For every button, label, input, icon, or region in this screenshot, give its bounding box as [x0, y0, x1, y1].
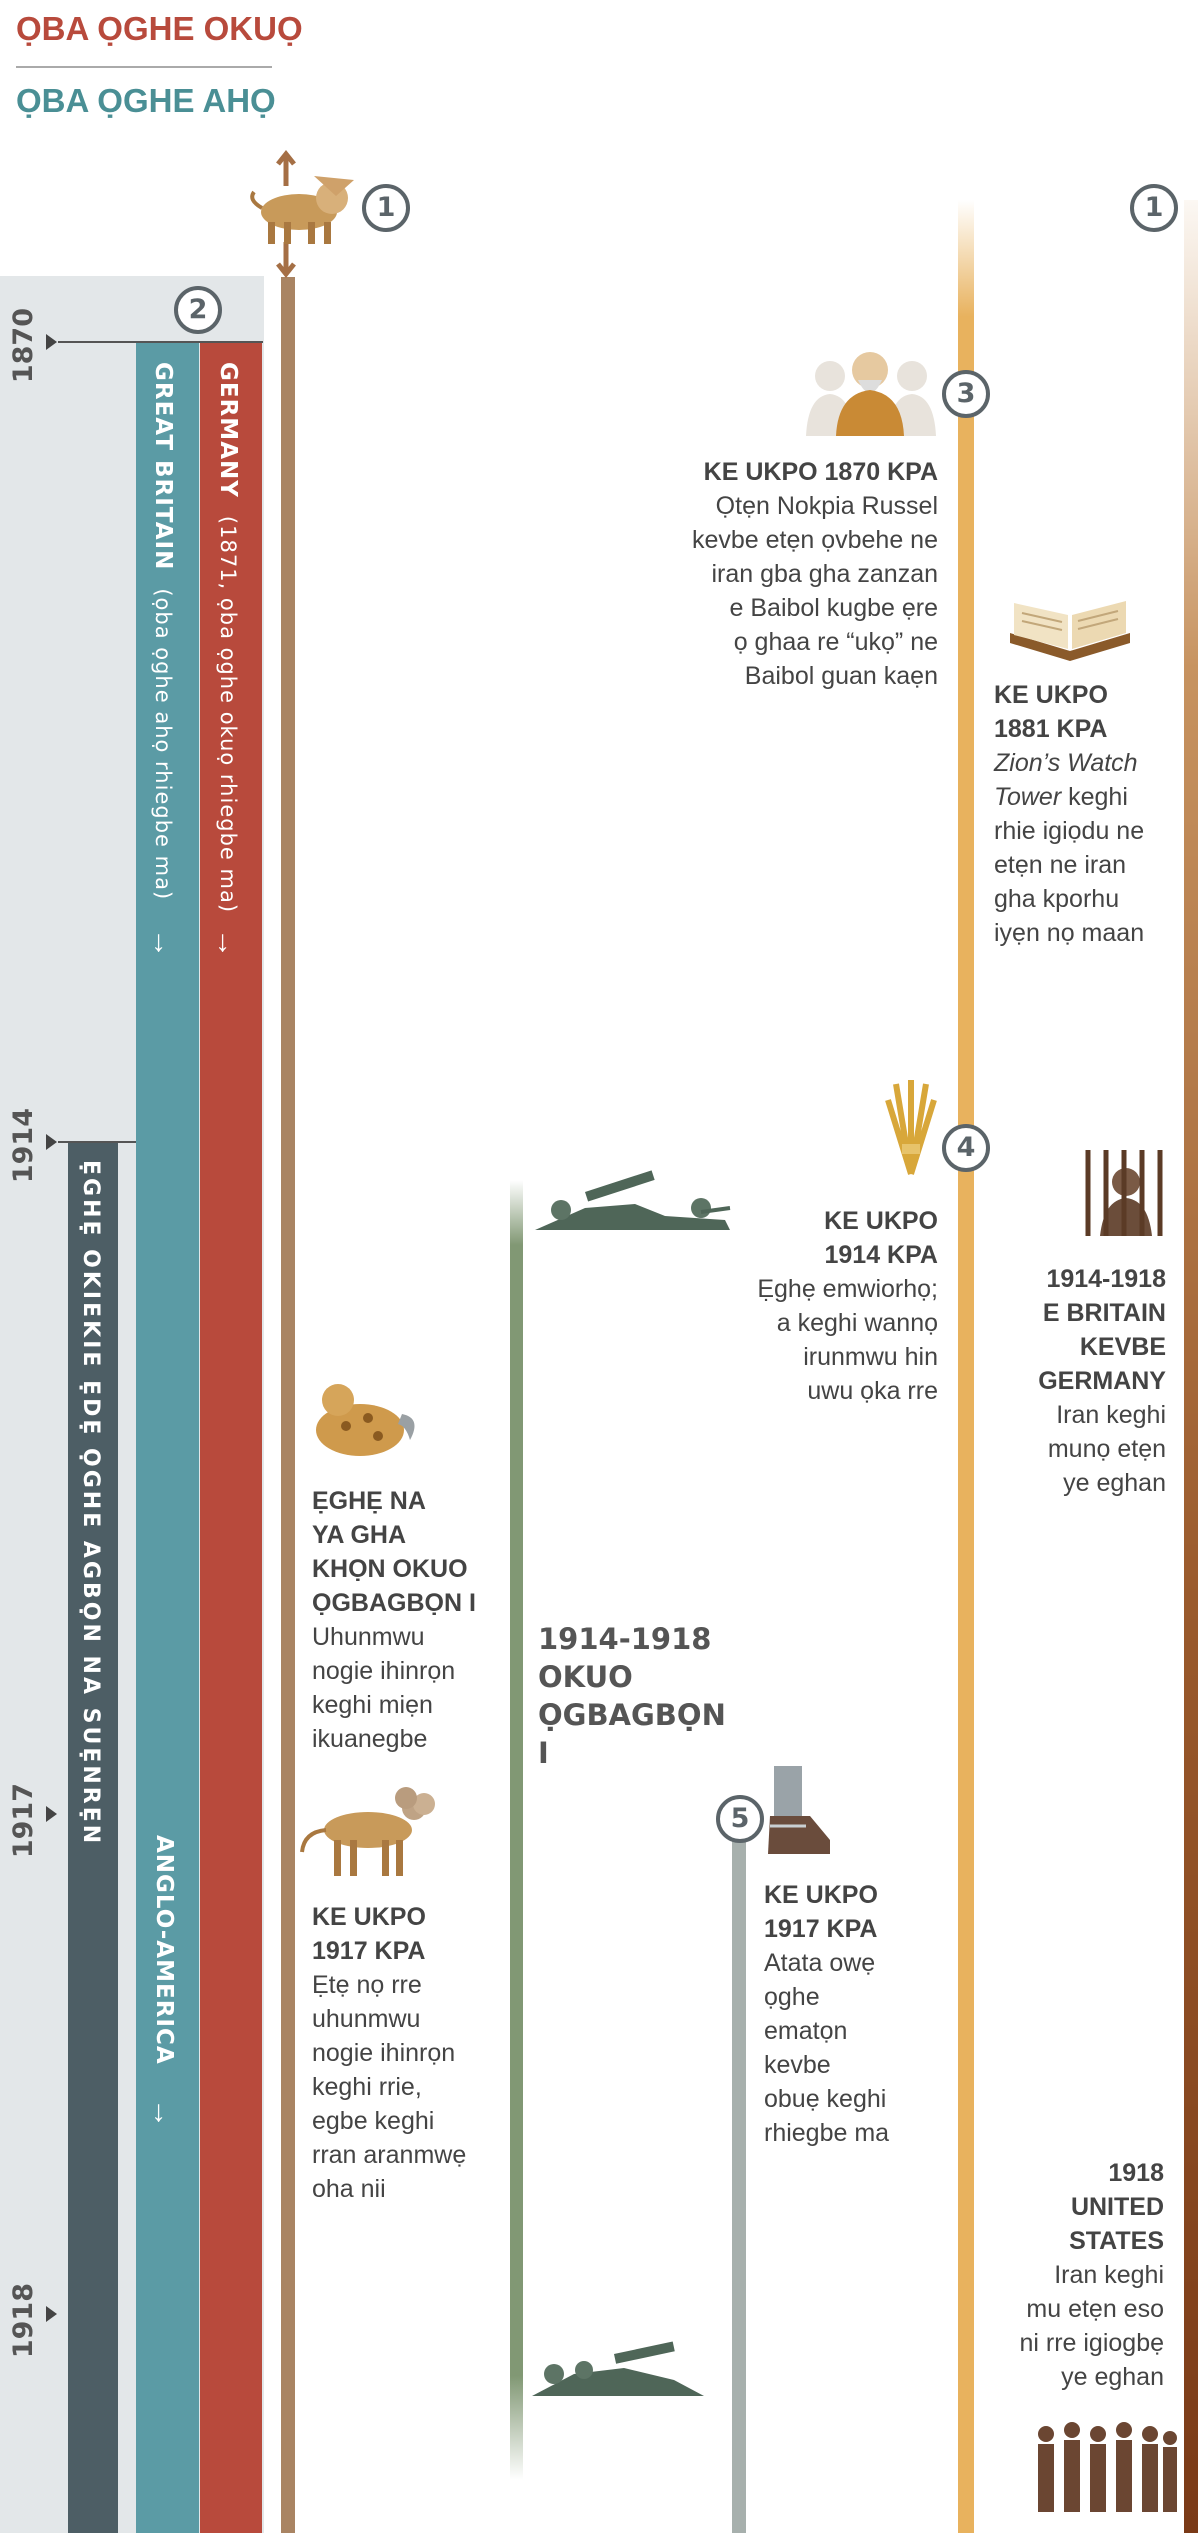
great-britain-label: GREAT BRITAIN (ọba ọghe ahọ rhiegbe ma): [150, 362, 176, 901]
war-timeline-bar: [510, 1180, 523, 2480]
tick-1870: [46, 334, 57, 350]
russell-portrait-icon: [806, 352, 936, 436]
event-1917-feet: KE UKPO 1917 KPA Atata owẹ ọghe ematọn k…: [764, 1881, 890, 2147]
event-1881: KE UKPO 1881 KPA Zion’s Watch Tower kegh…: [994, 681, 1145, 947]
title-divider: [16, 66, 272, 68]
wounded-beast-icon: [316, 1384, 415, 1456]
beast-timeline-bar: [281, 277, 295, 2533]
soldiers-cannon-icon-bottom: [532, 2341, 704, 2396]
bible-icon: [1010, 601, 1130, 661]
era-bar: [68, 1142, 118, 2533]
era-label: ẸGHẸ OKIEKIE ẸDẸ ỌGHE AGBỌN NA SUẸNRẸN: [78, 1160, 103, 1847]
line-1914: [58, 1141, 136, 1143]
event-head-wound: ẸGHẸ NA YA GHA KHỌN OKUO ỌGBAGBỌN I Uhun…: [312, 1487, 476, 1753]
year-1918: 1918: [8, 2283, 39, 2359]
event-1914-1918-britain-germany: 1914-1918 E BRITAIN KEVBE GERMANY Iran k…: [1038, 1265, 1166, 1497]
soldiers-cannon-icon-top: [535, 1170, 731, 1230]
event-1914: KE UKPO 1914 KPA Ẹghẹ emwiorhọ; a keghi …: [757, 1207, 938, 1405]
iron-clay-feet-icon: [768, 1766, 830, 1854]
tick-1914: [46, 1134, 57, 1150]
marker-4: 4: [942, 1124, 990, 1172]
marker-1-right: 1: [1130, 184, 1178, 232]
event-1917-beast: KE UKPO 1917 KPA Ẹtẹ nọ rre uhunmwu nogi…: [312, 1903, 467, 2203]
event-1918-united-states: 1918 UNITED STATES Iran keghi mu etẹn es…: [1019, 2159, 1164, 2391]
germany-bar: [200, 343, 262, 2533]
people-group-icon: [1038, 2422, 1177, 2512]
marker-2: 2: [174, 286, 222, 334]
marker-1-left: 1: [362, 184, 410, 232]
anglo-america-label: ANGLO-AMERICA: [151, 1835, 177, 2065]
anglo-america-arrow-icon: ↓: [151, 2095, 166, 2128]
line-1870: [58, 341, 263, 343]
great-britain-arrow-icon: ↓: [151, 925, 166, 958]
title-primary: ỌBA ỌGHE OKUỌ: [16, 10, 303, 47]
ww1-label: 1914-1918 OKUO ỌGBAGBỌN I: [538, 1622, 726, 1770]
great-britain-bar: [136, 343, 199, 2533]
prison-bars-icon: [1085, 1150, 1163, 1236]
tick-1918: [46, 2306, 57, 2322]
year-1914: 1914: [8, 1108, 39, 1184]
marker-3: 3: [942, 370, 990, 418]
gold-timeline-bar: [958, 200, 974, 2533]
year-1870: 1870: [8, 308, 39, 384]
germany-arrow-icon: ↓: [215, 925, 230, 958]
year-1917: 1917: [8, 1783, 39, 1859]
tick-1917: [46, 1806, 57, 1822]
marker-5: 5: [716, 1795, 764, 1843]
event-1870: KE UKPO 1870 KPA Ọtẹn Nokpia Russel kevb…: [691, 458, 938, 690]
germany-label: GERMANY (1871, ọba ọghe okuọ rhiegbe ma): [215, 362, 241, 914]
right-timeline-bar: [1184, 200, 1198, 2533]
wheat-sheaf-icon: [885, 1080, 937, 1175]
lion-eagle-beast-icon: [250, 150, 354, 278]
title-secondary: ỌBA ỌGHE AHỌ: [16, 82, 276, 119]
feet-timeline-bar: [732, 1835, 746, 2533]
leopard-beast-icon: [300, 1787, 435, 1876]
